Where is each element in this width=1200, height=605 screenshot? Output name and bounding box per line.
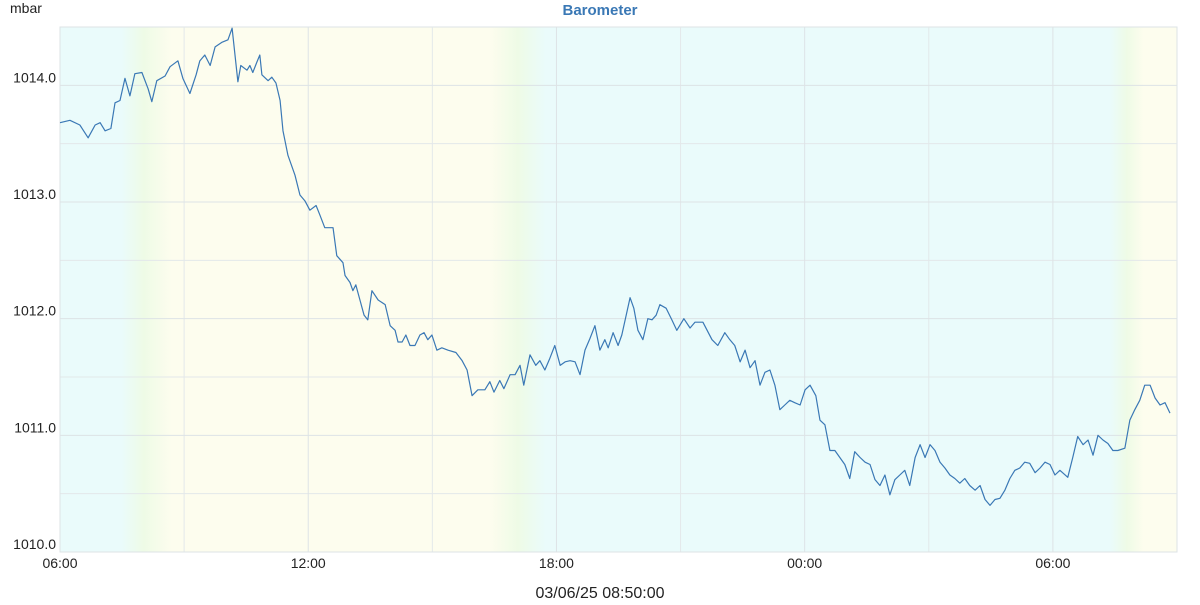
- y-tick-label: 1013.0: [13, 186, 56, 202]
- y-tick-label: 1012.0: [13, 303, 56, 319]
- y-tick-label: 1014.0: [13, 69, 56, 85]
- plot-area: [59, 26, 1178, 553]
- grid: [59, 27, 1177, 553]
- y-unit: mbar: [10, 0, 42, 16]
- tick-labels: 1010.0 1011.0 1012.0 1013.0 1014.0 06:00 12:00…: [13, 69, 1070, 571]
- x-tick-label: 18:00: [539, 555, 574, 571]
- x-tick-label: 00:00: [787, 555, 822, 571]
- chart-title: Barometer: [562, 2, 637, 19]
- x-tick-label: 12:00: [291, 555, 326, 571]
- y-tick-label: 1010.0: [13, 536, 56, 552]
- data-line: [59, 27, 1171, 506]
- x-tick-label: 06:00: [1035, 555, 1070, 571]
- subtitle: 03/06/25 08:50:00: [535, 585, 664, 600]
- y-tick-label: 1011.0: [14, 419, 56, 435]
- x-tick-label: 06:00: [42, 555, 77, 571]
